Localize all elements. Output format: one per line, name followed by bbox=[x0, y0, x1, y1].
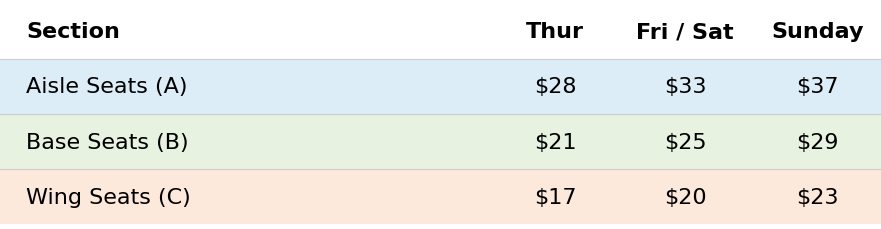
Text: $37: $37 bbox=[796, 77, 839, 97]
Text: Section: Section bbox=[26, 22, 121, 42]
Text: $20: $20 bbox=[663, 187, 707, 207]
Text: $28: $28 bbox=[534, 77, 576, 97]
Text: $21: $21 bbox=[534, 132, 576, 152]
Text: Thur: Thur bbox=[526, 22, 584, 42]
Text: $29: $29 bbox=[796, 132, 839, 152]
Text: Base Seats (B): Base Seats (B) bbox=[26, 132, 189, 152]
Text: Aisle Seats (A): Aisle Seats (A) bbox=[26, 77, 188, 97]
Text: $17: $17 bbox=[534, 187, 576, 207]
Text: $23: $23 bbox=[796, 187, 839, 207]
Text: Wing Seats (C): Wing Seats (C) bbox=[26, 187, 191, 207]
Text: $25: $25 bbox=[663, 132, 707, 152]
Text: $33: $33 bbox=[663, 77, 707, 97]
Text: Fri / Sat: Fri / Sat bbox=[636, 22, 734, 42]
Text: Sunday: Sunday bbox=[771, 22, 863, 42]
